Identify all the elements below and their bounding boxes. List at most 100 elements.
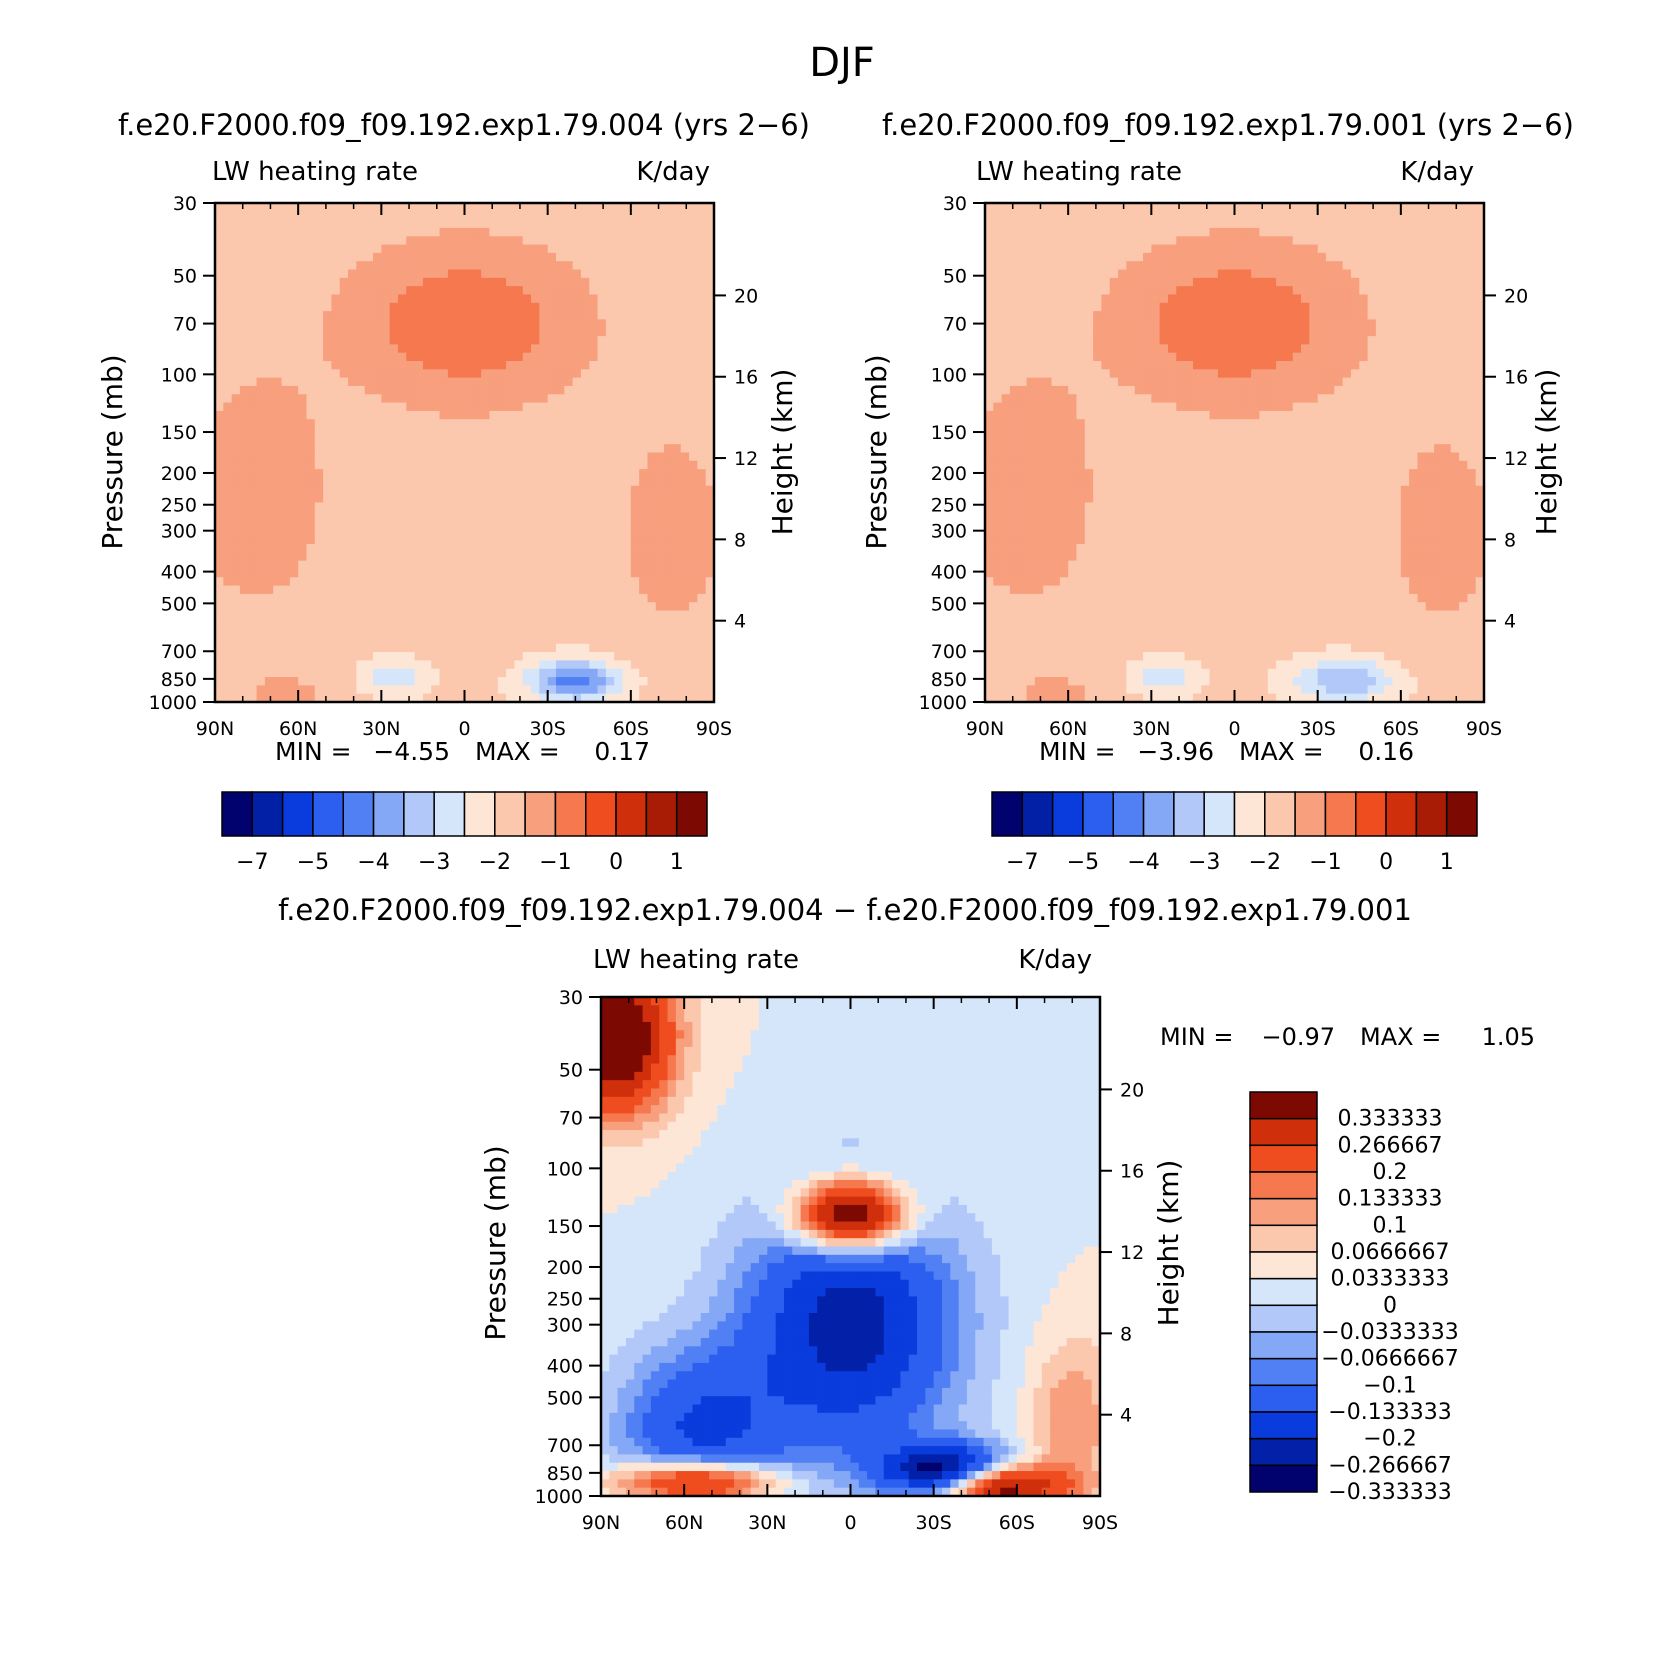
colorbar-box: [1249, 1357, 1318, 1387]
colorbar-label: −0.0666667: [1321, 1347, 1458, 1372]
y-tick-label: 150: [931, 422, 967, 444]
contour-fill: [985, 203, 1485, 703]
contour-plot: 90N 60N 30N 0 30S 60S 90S 30 50 70 100 150 200 250 300…: [535, 987, 1145, 1534]
x-tick-label: 90S: [696, 718, 732, 740]
colorbar-box: [1249, 1117, 1318, 1147]
colorbar-label: −3: [1188, 850, 1220, 875]
colorbar-box: [1249, 1304, 1318, 1333]
variable-label: LW heating rate: [593, 945, 799, 975]
colorbar-label: 0.266667: [1338, 1133, 1443, 1158]
colorbar-box: [1249, 1091, 1318, 1120]
x-tick-label: 0: [1228, 718, 1240, 740]
colorbar-box: [1082, 791, 1114, 837]
colorbar-label: 1: [1440, 850, 1454, 875]
x-tick-label: 30S: [1300, 718, 1336, 740]
colorbar-box: [1249, 1224, 1318, 1253]
x-tick-label: 0: [844, 1512, 856, 1534]
min-value: −0.97: [1261, 1023, 1335, 1051]
units-label: K/day: [1018, 945, 1092, 975]
colorbar-box: [1173, 791, 1205, 837]
panel-exp001: f.e20.F2000.f09_f09.192.exp1.79.001 (yrs…: [860, 108, 1574, 875]
y2-tick-label: 16: [1120, 1161, 1144, 1183]
x-tick-label: 30N: [748, 1512, 786, 1534]
y-tick-label: 700: [931, 641, 967, 663]
colorbar-box: [463, 791, 496, 837]
y-tick-label: 250: [931, 495, 967, 517]
colorbar-label: −2: [1249, 850, 1281, 875]
y-tick-label: 500: [931, 593, 967, 615]
y-axis-label: Pressure (mb): [860, 354, 893, 549]
y-tick-label: 300: [161, 521, 197, 543]
panel-title: f.e20.F2000.f09_f09.192.exp1.79.004 (yrs…: [118, 108, 810, 142]
colorbar-box: [524, 791, 557, 837]
x-tick-label: 30S: [916, 1512, 952, 1534]
colorbar-box: [1233, 791, 1266, 837]
colorbar-box: [1021, 791, 1054, 837]
y-tick-label: 500: [547, 1387, 583, 1409]
y2-tick-label: 20: [734, 285, 758, 307]
y-tick-label: 100: [161, 364, 197, 386]
colorbar-box: [494, 791, 526, 837]
panel-difference: f.e20.F2000.f09_f09.192.exp1.79.004 − f.…: [278, 893, 1535, 1534]
colorbar-box: [1415, 791, 1448, 837]
x-tick-label: 60S: [613, 718, 649, 740]
min-label: MIN =: [1160, 1023, 1233, 1051]
colorbar-box: [554, 791, 587, 837]
x-tick-label: 30N: [362, 718, 400, 740]
x-tick-label: 30N: [1132, 718, 1170, 740]
colorbar-label: 0.333333: [1338, 1107, 1443, 1132]
max-label: MAX =: [1360, 1023, 1441, 1051]
y2-axis-label: Height (km): [1530, 369, 1563, 536]
min-label: MIN =: [1039, 737, 1116, 766]
y-tick-label: 700: [161, 641, 197, 663]
y-tick-label: 30: [559, 987, 583, 1009]
y2-tick-label: 16: [734, 367, 758, 389]
colorbar-box: [1249, 1144, 1318, 1173]
y-tick-label: 100: [547, 1158, 583, 1180]
colorbar-label: 0.133333: [1338, 1187, 1443, 1212]
y-tick-label: 300: [931, 521, 967, 543]
colorbar-box: [615, 791, 648, 837]
colorbar-box: [1249, 1277, 1318, 1307]
min-label: MIN =: [275, 737, 352, 766]
units-label: K/day: [1400, 157, 1474, 187]
y2-tick-label: 4: [734, 611, 746, 633]
colorbar-label: 0.1: [1373, 1213, 1408, 1238]
y-tick-label: 250: [161, 495, 197, 517]
panel-exp004: f.e20.F2000.f09_f09.192.exp1.79.004 (yrs…: [96, 108, 810, 875]
y-tick-label: 400: [161, 562, 197, 584]
y-tick-label: 50: [943, 266, 967, 288]
y-tick-label: 850: [161, 669, 197, 691]
colorbar: 0.3333330.2666670.20.1333330.10.06666670…: [1249, 1091, 1459, 1505]
y-tick-label: 850: [547, 1463, 583, 1485]
colorbar-label: 0: [609, 850, 623, 875]
min-value: −4.55: [373, 737, 450, 766]
colorbar-box: [1142, 791, 1175, 837]
colorbar-box: [1249, 1251, 1318, 1280]
colorbar-box: [645, 791, 678, 837]
colorbar-label: −1: [1309, 850, 1341, 875]
colorbar-box: [1445, 791, 1478, 837]
contour-fill: [215, 203, 715, 703]
min-value: −3.96: [1137, 737, 1214, 766]
panel-title: f.e20.F2000.f09_f09.192.exp1.79.004 − f.…: [278, 893, 1412, 927]
y-tick-label: 1000: [149, 692, 197, 714]
colorbar-label: 0.0666667: [1331, 1240, 1450, 1265]
colorbar-label: 1: [670, 850, 684, 875]
x-tick-label: 90N: [966, 718, 1004, 740]
colorbar-label: −0.2: [1363, 1427, 1416, 1452]
y2-tick-label: 8: [1120, 1323, 1132, 1345]
x-tick-label: 90S: [1466, 718, 1502, 740]
y-tick-label: 1000: [535, 1486, 583, 1508]
colorbar-label: 0: [1383, 1293, 1397, 1318]
colorbar-label: −7: [236, 850, 268, 875]
colorbar-box: [1112, 791, 1145, 837]
y2-axis-label: Height (km): [766, 369, 799, 536]
colorbar-box: [1385, 791, 1418, 837]
figure-title: DJF: [809, 40, 875, 86]
y2-axis-label: Height (km): [1152, 1160, 1185, 1327]
colorbar-box: [1324, 791, 1357, 837]
colorbar-box: [991, 791, 1024, 837]
y-axis-label: Pressure (mb): [96, 354, 129, 549]
